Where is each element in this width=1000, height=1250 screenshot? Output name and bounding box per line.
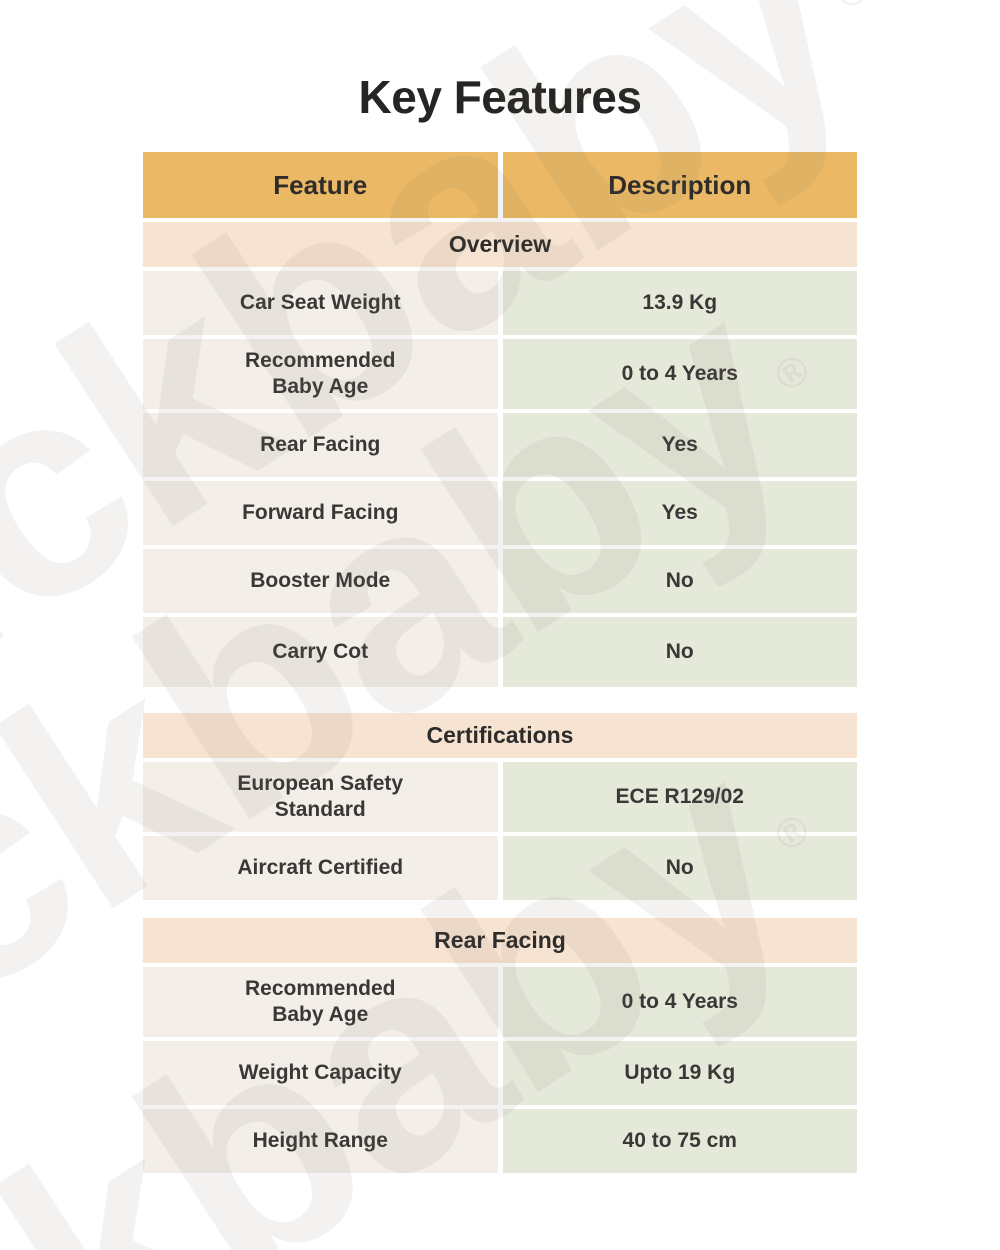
- value-cell: No: [502, 617, 857, 687]
- section-header-rear-facing: Rear Facing: [143, 918, 857, 963]
- feature-label: Car Seat Weight: [239, 291, 401, 315]
- value-label: 0 to 4 Years: [621, 990, 738, 1014]
- section-header-overview: Overview: [143, 222, 857, 267]
- feature-cell: Booster Mode: [143, 549, 498, 613]
- value-label: ECE R129/02: [615, 785, 744, 809]
- value-label: 13.9 Kg: [642, 291, 718, 315]
- feature-label: Weight Capacity: [238, 1061, 402, 1085]
- value-cell: 0 to 4 Years: [502, 967, 857, 1037]
- feature-label: Carry Cot: [272, 640, 369, 664]
- feature-label: European Safety Standard: [237, 772, 404, 821]
- table-row: Recommended Baby Age 0 to 4 Years: [143, 339, 857, 409]
- value-cell: 0 to 4 Years: [502, 339, 857, 409]
- feature-label: Booster Mode: [250, 569, 391, 593]
- section-header-certifications: Certifications: [143, 713, 857, 758]
- value-label: Upto 19 Kg: [624, 1061, 736, 1085]
- registered-trademark-icon: ®: [826, 0, 878, 19]
- value-cell: No: [502, 836, 857, 900]
- value-cell: 40 to 75 cm: [502, 1109, 857, 1173]
- feature-label: Aircraft Certified: [237, 856, 404, 880]
- feature-cell: Weight Capacity: [143, 1041, 498, 1105]
- value-label: No: [665, 569, 694, 593]
- feature-cell: Forward Facing: [143, 481, 498, 545]
- table-row: Recommended Baby Age 0 to 4 Years: [143, 967, 857, 1037]
- table-row: Aircraft Certified No: [143, 836, 857, 900]
- feature-label: Recommended Baby Age: [244, 349, 396, 398]
- value-label: No: [665, 640, 694, 664]
- value-label: Yes: [661, 501, 698, 525]
- table-row: Forward Facing Yes: [143, 481, 857, 545]
- table-row: Carry Cot No: [143, 617, 857, 687]
- feature-label: Rear Facing: [260, 433, 381, 457]
- feature-cell: Rear Facing: [143, 413, 498, 477]
- value-cell: 13.9 Kg: [502, 271, 857, 335]
- value-label: No: [665, 856, 694, 880]
- table-row: Rear Facing Yes: [143, 413, 857, 477]
- feature-label: Height Range: [252, 1129, 388, 1153]
- page-title: Key Features: [358, 71, 642, 123]
- column-header-description: Description: [502, 152, 857, 218]
- value-cell: Upto 19 Kg: [502, 1041, 857, 1105]
- feature-cell: Height Range: [143, 1109, 498, 1173]
- feature-cell: European Safety Standard: [143, 762, 498, 832]
- value-cell: Yes: [502, 481, 857, 545]
- value-cell: Yes: [502, 413, 857, 477]
- table-row: Weight Capacity Upto 19 Kg: [143, 1041, 857, 1105]
- table-row: European Safety Standard ECE R129/02: [143, 762, 857, 832]
- value-cell: ECE R129/02: [502, 762, 857, 832]
- feature-label: Forward Facing: [242, 501, 399, 525]
- feature-cell: Recommended Baby Age: [143, 339, 498, 409]
- feature-label: Recommended Baby Age: [244, 977, 396, 1026]
- value-label: Yes: [661, 433, 698, 457]
- table-row: Car Seat Weight 13.9 Kg: [143, 271, 857, 335]
- value-cell: No: [502, 549, 857, 613]
- table-row: Height Range 40 to 75 cm: [143, 1109, 857, 1173]
- column-header-feature: Feature: [143, 152, 498, 218]
- features-table: Feature Description Overview Car Seat We…: [143, 152, 857, 1177]
- value-label: 40 to 75 cm: [622, 1129, 737, 1153]
- value-label: 0 to 4 Years: [621, 362, 738, 386]
- feature-cell: Car Seat Weight: [143, 271, 498, 335]
- feature-cell: Recommended Baby Age: [143, 967, 498, 1037]
- feature-cell: Aircraft Certified: [143, 836, 498, 900]
- table-header-row: Feature Description: [143, 152, 857, 218]
- feature-cell: Carry Cot: [143, 617, 498, 687]
- table-row: Booster Mode No: [143, 549, 857, 613]
